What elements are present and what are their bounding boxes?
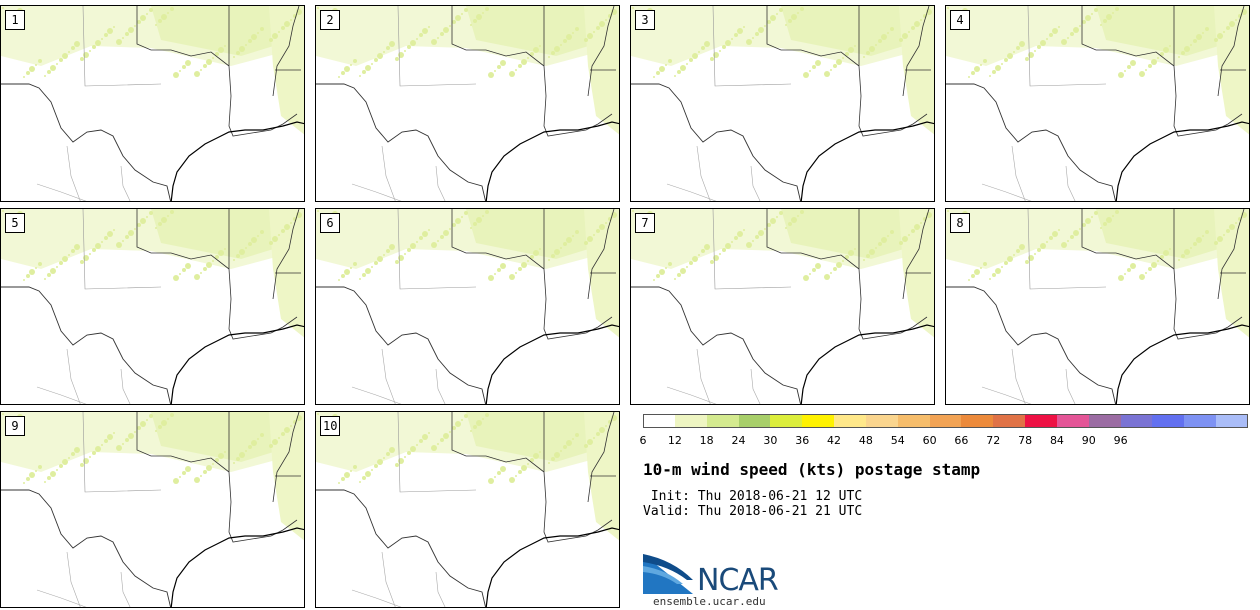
wind-speed-map	[316, 6, 619, 201]
init-time: Init: Thu 2018-06-21 12 UTC	[643, 489, 863, 504]
wind-speed-map	[946, 6, 1249, 201]
ensemble-member-panel: 1	[0, 5, 305, 202]
colorbar-tick-label: 12	[667, 434, 682, 447]
member-number: 10	[320, 416, 341, 436]
colorbar-tick-label: 66	[954, 434, 969, 447]
colorbar-swatch	[929, 414, 962, 428]
colorbar-tick-label: 42	[827, 434, 842, 447]
colorbar-swatch	[834, 414, 867, 428]
wind-speed-map	[946, 209, 1249, 404]
colorbar-tick-label: 48	[858, 434, 873, 447]
ensemble-member-panel: 6	[315, 208, 620, 405]
member-number: 8	[950, 213, 970, 233]
member-number: 3	[635, 10, 655, 30]
wind-speed-map	[631, 209, 934, 404]
colorbar-swatch	[961, 414, 994, 428]
valid-time: Valid: Thu 2018-06-21 21 UTC	[643, 504, 863, 519]
wind-speed-map	[1, 209, 304, 404]
colorbar-swatch	[1120, 414, 1153, 428]
member-number: 1	[5, 10, 25, 30]
wind-speed-colorbar: 6 12 18 24 30 36 42 48 54 60 66 72 78 84 90 96	[639, 414, 1249, 450]
colorbar-swatch	[1184, 414, 1217, 428]
colorbar-tick-label: 84	[1049, 434, 1064, 447]
colorbar-tick-label: 18	[699, 434, 714, 447]
colorbar-tick-label: 54	[890, 434, 905, 447]
wind-speed-map	[631, 6, 934, 201]
colorbar-swatch	[643, 414, 676, 428]
colorbar-frame	[643, 414, 1248, 428]
ensemble-member-panel: 8	[945, 208, 1250, 405]
colorbar-swatch	[993, 414, 1026, 428]
colorbar-swatch	[738, 414, 771, 428]
colorbar-swatch	[1152, 414, 1185, 428]
ensemble-member-panel: 3	[630, 5, 935, 202]
colorbar-swatch	[674, 414, 708, 428]
member-number: 4	[950, 10, 970, 30]
ensemble-member-panel: 7	[630, 208, 935, 405]
member-number: 5	[5, 213, 25, 233]
colorbar-tick-label: 96	[1113, 434, 1128, 447]
colorbar-tick-label: 60	[922, 434, 937, 447]
member-number: 2	[320, 10, 340, 30]
member-number: 7	[635, 213, 655, 233]
wind-speed-map	[316, 209, 619, 404]
colorbar-swatch	[897, 414, 931, 428]
colorbar-swatch	[1216, 414, 1249, 428]
colorbar-swatch	[865, 414, 899, 428]
ensemble-member-panel: 9	[0, 411, 305, 608]
colorbar-swatch	[1056, 414, 1090, 428]
colorbar-tick-label: 24	[731, 434, 746, 447]
colorbar-swatch	[802, 414, 835, 428]
ensemble-member-panel: 2	[315, 5, 620, 202]
wind-speed-map	[1, 412, 304, 607]
colorbar-tick-label: 36	[795, 434, 810, 447]
colorbar-tick-label: 30	[763, 434, 778, 447]
wind-speed-map	[1, 6, 304, 201]
ncar-logo	[643, 554, 693, 594]
colorbar-tick-label: 72	[986, 434, 1001, 447]
colorbar-swatch	[706, 414, 739, 428]
ensemble-member-panel: 10	[315, 411, 620, 608]
colorbar-swatch	[770, 414, 803, 428]
member-number: 6	[320, 213, 340, 233]
colorbar-tick-label: 6	[639, 434, 647, 447]
colorbar-swatch	[1088, 414, 1122, 428]
colorbar-tick-label: 90	[1081, 434, 1096, 447]
wind-speed-map	[316, 412, 619, 607]
ensemble-member-panel: 5	[0, 208, 305, 405]
ncar-logo-text: NCAR	[697, 563, 779, 598]
colorbar-swatch	[1025, 414, 1058, 428]
site-url: ensemble.ucar.edu	[653, 595, 766, 608]
colorbar-tick-label: 78	[1018, 434, 1033, 447]
member-number: 9	[5, 416, 25, 436]
ensemble-member-panel: 4	[945, 5, 1250, 202]
map-title: 10-m wind speed (kts) postage stamp	[643, 460, 981, 479]
